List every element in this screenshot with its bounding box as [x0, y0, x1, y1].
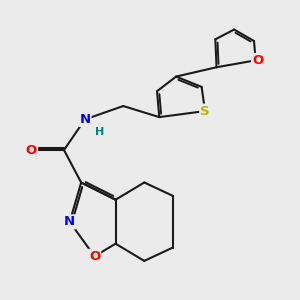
Text: O: O	[89, 250, 100, 263]
Text: N: N	[80, 113, 91, 126]
Text: O: O	[26, 143, 37, 157]
Text: O: O	[252, 54, 263, 67]
Text: S: S	[200, 105, 210, 118]
Text: H: H	[95, 127, 104, 136]
Text: N: N	[64, 215, 75, 228]
